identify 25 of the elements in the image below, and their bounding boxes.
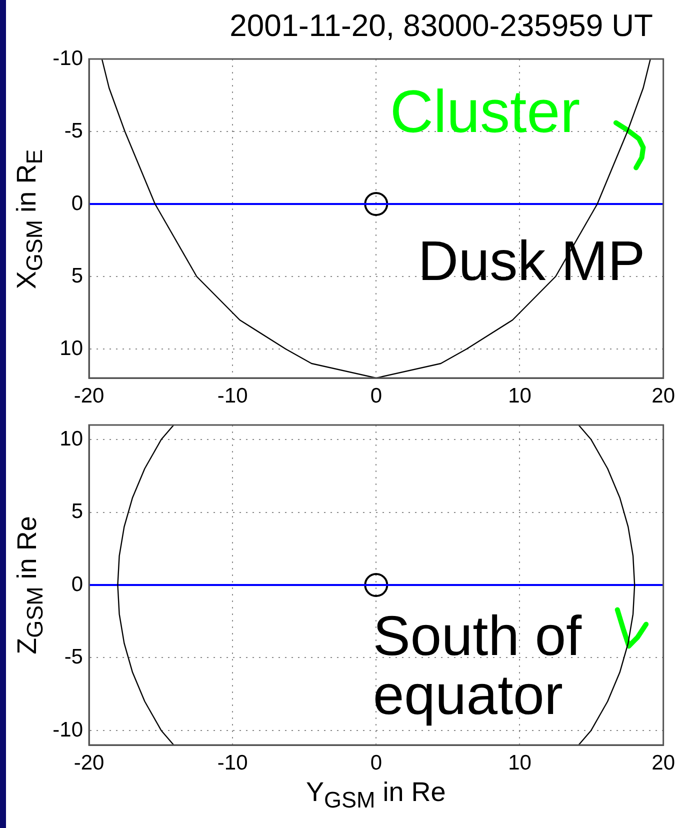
y-tick-label: 0 [71,192,83,215]
y-tick-label: -5 [64,119,83,142]
y-tick-label: 10 [60,336,83,360]
series-label: Cluster [390,78,580,145]
y-tick-label: -10 [52,718,83,742]
y-tick-label: 0 [71,572,83,596]
x-tick-label: 10 [508,751,532,774]
x-tick-label: -20 [74,384,104,408]
x-tick-label: -10 [217,384,248,408]
y-tick-label: 5 [71,264,83,288]
x-tick-label: 0 [370,384,382,408]
x-tick-label: -20 [74,751,104,774]
annotation: Dusk MP [418,229,646,292]
x-tick-label: 20 [652,384,675,408]
x-tick-label: -10 [217,751,248,774]
x-axis-title: Y$_{GSM}$ in Re [306,777,446,812]
y-tick-label: -10 [52,46,83,70]
x-tick-label: 10 [508,384,532,408]
x-tick-label: 20 [652,751,675,774]
y-tick-label: 10 [60,427,83,450]
y-tick-label: -5 [64,646,83,669]
chart-title: 2001-11-20, 83000-235959 UT [230,8,653,43]
x-tick-label: 0 [370,751,382,774]
annotation: South of equator [373,604,583,726]
y-tick-label: 5 [71,500,83,524]
